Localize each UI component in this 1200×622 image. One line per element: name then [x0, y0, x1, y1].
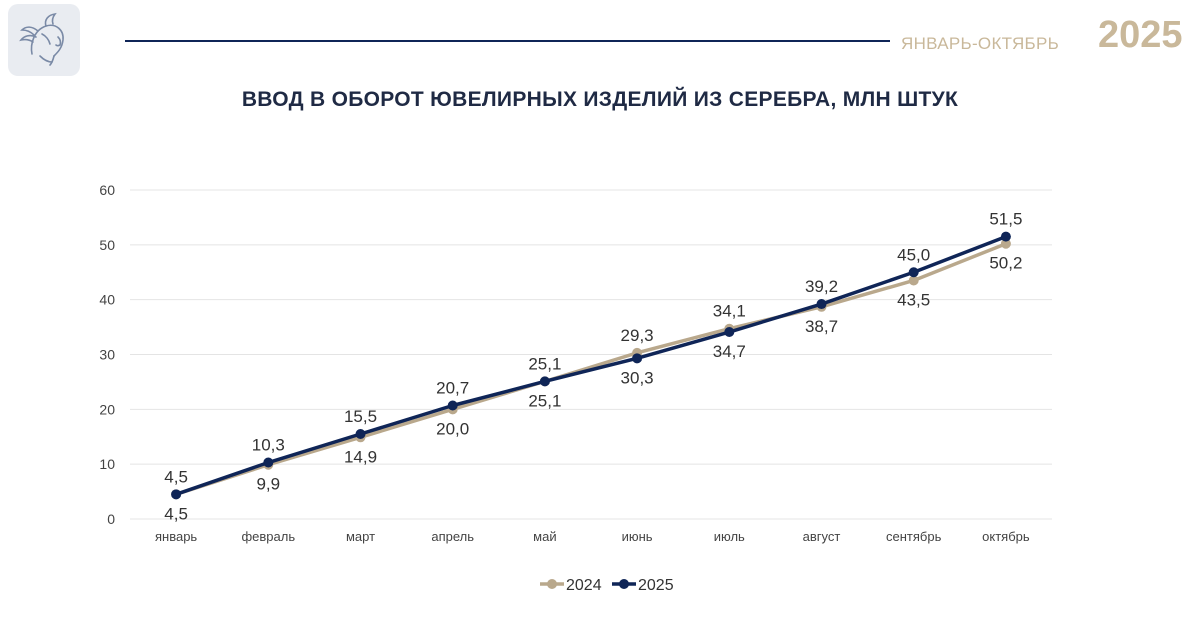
- x-tick-label: март: [346, 529, 375, 544]
- data-label-2024: 14,9: [344, 447, 377, 466]
- data-point-2025: [447, 400, 458, 411]
- y-tick-label: 40: [99, 292, 115, 308]
- data-label-2024: 43,5: [897, 290, 930, 309]
- data-label-2024: 4,5: [164, 504, 188, 523]
- data-point-2024: [908, 275, 919, 286]
- header-rule: [125, 40, 890, 42]
- data-label-2025: 10,3: [252, 436, 285, 455]
- legend-swatch-marker: [547, 579, 557, 589]
- legend-label: 2024: [566, 577, 602, 594]
- data-label-2025: 39,2: [805, 277, 838, 296]
- data-label-2024: 25,1: [528, 391, 561, 410]
- data-label-2025: 20,7: [436, 378, 469, 397]
- data-label-2025: 15,5: [344, 407, 377, 426]
- data-point-2025: [816, 299, 827, 310]
- data-label-2025: 4,5: [164, 467, 188, 486]
- x-tick-label: август: [803, 529, 841, 544]
- x-tick-label: июль: [714, 529, 745, 544]
- y-tick-label: 0: [107, 511, 115, 527]
- data-label-2024: 20,0: [436, 419, 469, 438]
- data-point-2025: [632, 353, 643, 364]
- data-label-2025: 29,3: [621, 326, 654, 345]
- x-tick-label: январь: [155, 529, 197, 544]
- data-point-2025: [1000, 231, 1011, 242]
- data-point-2025: [171, 489, 182, 500]
- data-point-2025: [908, 267, 919, 278]
- data-point-2025: [539, 376, 550, 387]
- data-point-2024: [1000, 238, 1011, 249]
- data-point-2025: [263, 457, 274, 468]
- data-point-2025: [724, 327, 735, 338]
- series-line-2025: [175, 234, 1007, 496]
- y-tick-label: 50: [99, 237, 115, 253]
- data-label-2025: 51,5: [989, 210, 1022, 229]
- data-label-2025: 34,1: [713, 302, 746, 321]
- logo: [8, 4, 80, 76]
- year-label: 2025: [1098, 14, 1183, 56]
- mercury-head-logo-icon: [19, 12, 64, 66]
- data-label-2024: 34,7: [713, 342, 746, 361]
- data-label-2024: 9,9: [256, 475, 280, 494]
- legend-swatch-marker: [619, 579, 629, 589]
- x-tick-label: февраль: [241, 529, 295, 544]
- x-tick-label: май: [533, 529, 556, 544]
- x-tick-label: октябрь: [982, 529, 1030, 544]
- data-point-2025: [355, 429, 366, 440]
- legend-label: 2025: [638, 577, 674, 594]
- x-tick-label: сентябрь: [886, 529, 942, 544]
- data-label-2025: 25,1: [528, 354, 561, 373]
- period-label: ЯНВАРЬ-ОКТЯБРЬ: [901, 34, 1060, 53]
- y-tick-label: 30: [99, 347, 115, 363]
- y-tick-label: 10: [99, 456, 115, 472]
- data-label-2024: 30,3: [621, 368, 654, 387]
- data-label-2025: 45,0: [897, 245, 930, 264]
- data-label-2024: 38,7: [805, 317, 838, 336]
- x-tick-label: апрель: [431, 529, 474, 544]
- y-tick-label: 20: [99, 401, 115, 417]
- x-tick-label: июнь: [622, 529, 653, 544]
- y-tick-label: 60: [99, 182, 115, 198]
- chart-title: ВВОД В ОБОРОТ ЮВЕЛИРНЫХ ИЗДЕЛИЙ ИЗ СЕРЕБ…: [241, 88, 959, 111]
- data-label-2024: 50,2: [989, 254, 1022, 273]
- series-line-2024: [175, 242, 1007, 496]
